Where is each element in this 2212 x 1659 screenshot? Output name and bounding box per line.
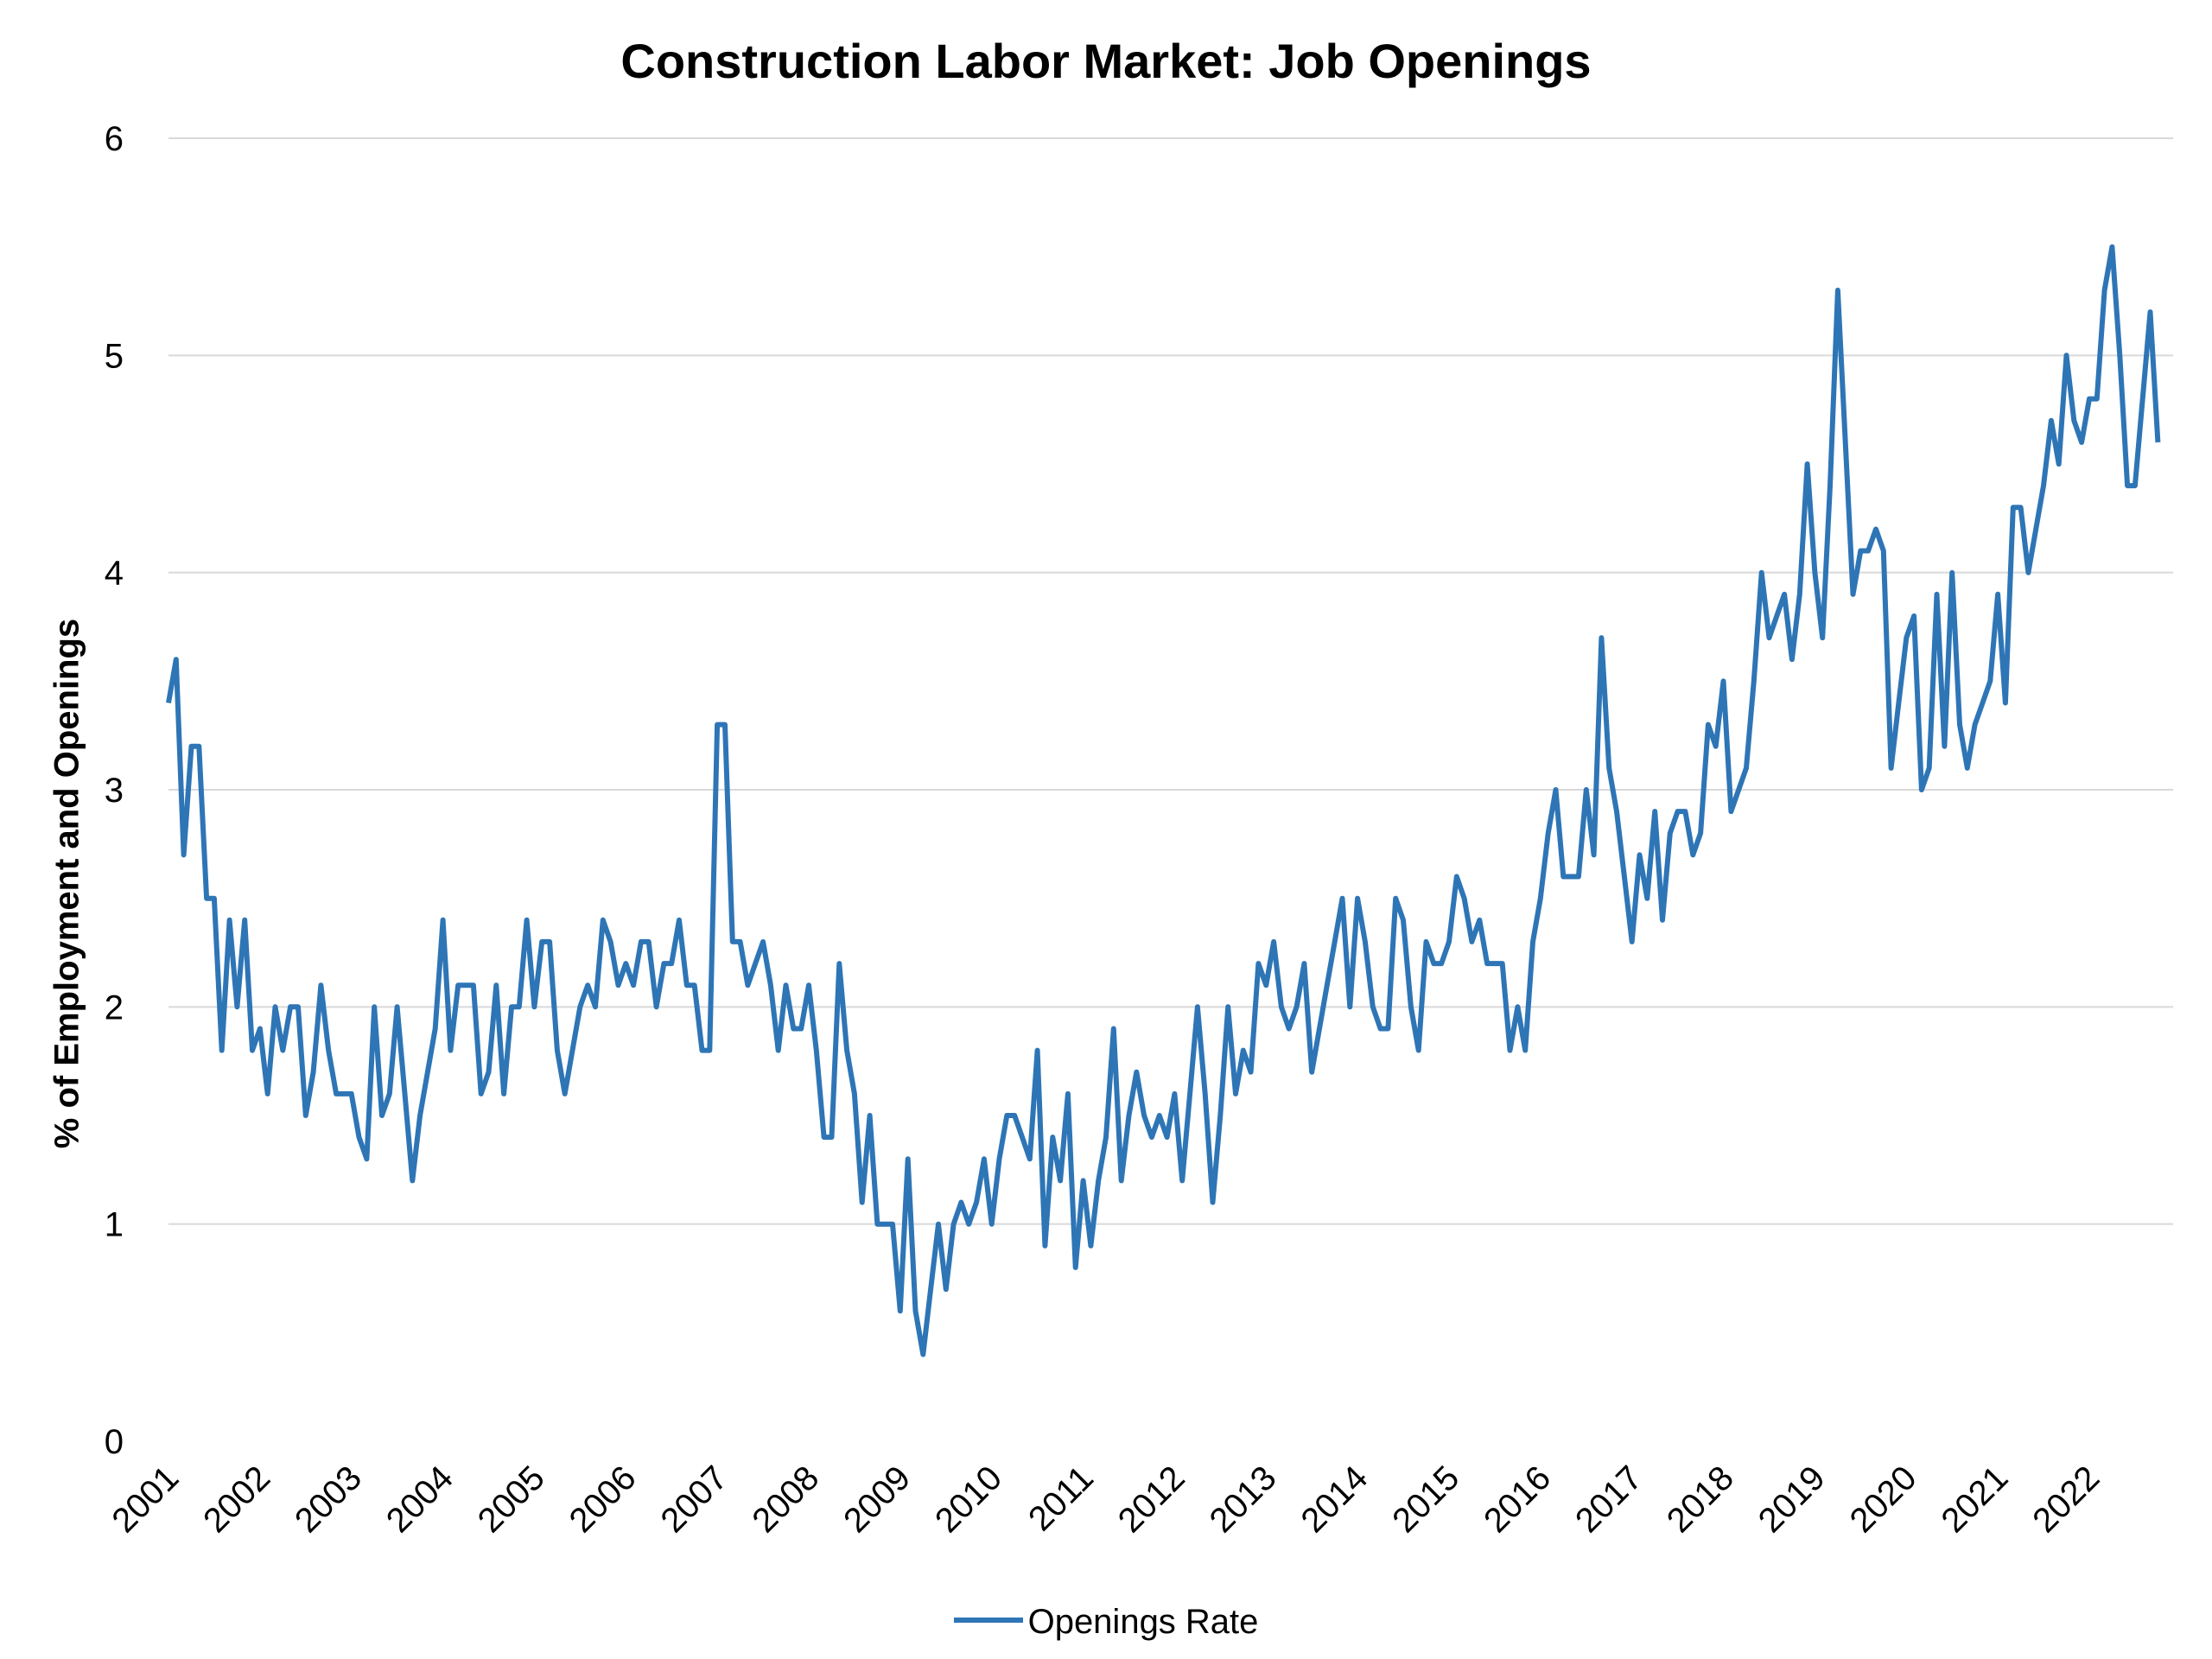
gridlines (168, 137, 2173, 1225)
x-tick-label: 2002 (196, 1459, 277, 1540)
y-tick-label: 2 (105, 988, 124, 1027)
x-tick-label: 2011 (1021, 1459, 1101, 1538)
x-tick-label: 2004 (379, 1459, 461, 1540)
x-tick-label: 2016 (1477, 1459, 1558, 1540)
y-tick-label: 3 (105, 772, 124, 810)
x-tick-label: 2007 (653, 1459, 734, 1540)
x-tick-label: 2003 (288, 1459, 369, 1540)
x-tick-label: 2005 (471, 1459, 552, 1540)
chart-title: Construction Labor Market: Job Openings (620, 34, 1592, 88)
y-tick-label: 1 (105, 1206, 124, 1244)
x-tick-label: 2006 (563, 1459, 644, 1540)
x-tick-label: 2008 (745, 1459, 826, 1540)
legend-swatch (953, 1618, 1023, 1624)
x-axis-ticks: 2001 2002 2003 2004 2005 2006 2007 2008 2009 2010… (105, 1459, 2107, 1540)
x-tick-label: 2013 (1203, 1459, 1284, 1540)
x-tick-label: 2014 (1294, 1459, 1375, 1540)
y-tick-label: 6 (105, 120, 124, 158)
y-tick-label: 4 (105, 555, 124, 593)
y-tick-label: 0 (105, 1423, 124, 1461)
x-tick-label: 2020 (1843, 1459, 1924, 1540)
x-tick-label: 2001 (105, 1459, 186, 1540)
x-tick-label: 2021 (1934, 1459, 2015, 1540)
x-tick-label: 2018 (1660, 1459, 1741, 1540)
series-layer (166, 244, 2161, 1357)
legend: Openings Rate (0, 1603, 2212, 1642)
x-tick-label: 2017 (1568, 1459, 1649, 1540)
x-tick-label: 2015 (1385, 1459, 1466, 1540)
x-tick-label: 2022 (2025, 1459, 2107, 1540)
y-tick-label: 5 (105, 337, 124, 375)
series-line-openings-rate (166, 244, 2161, 1357)
x-tick-label: 2012 (1111, 1459, 1192, 1540)
x-tick-label: 2010 (928, 1459, 1009, 1540)
y-axis-ticks: 0 1 2 3 4 5 6 (105, 120, 124, 1461)
x-tick-label: 2009 (836, 1459, 918, 1540)
x-tick-label: 2019 (1751, 1459, 1833, 1540)
legend-label-openings-rate: Openings Rate (1027, 1603, 1259, 1641)
